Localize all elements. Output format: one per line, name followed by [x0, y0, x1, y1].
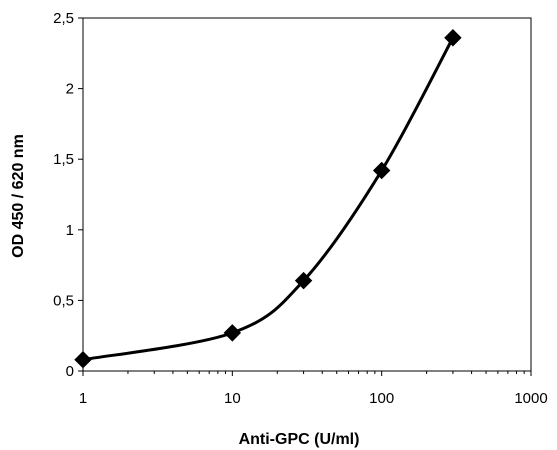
series-layer	[74, 29, 462, 369]
y-tick-label: 2,5	[53, 10, 74, 27]
x-tick-label: 10	[224, 390, 241, 407]
data-point	[444, 29, 462, 47]
plot-frame	[82, 17, 532, 372]
y-axis-title: OD 450 / 620 nm	[10, 134, 27, 258]
data-point	[372, 161, 391, 180]
plot-area	[82, 17, 532, 372]
x-axis: 1 10 100 1000	[79, 371, 548, 407]
x-axis-title: Anti-GPC (U/ml)	[239, 431, 360, 448]
y-tick-label: 2	[66, 81, 74, 98]
y-axis: 0 0,5 1 1,5 2 2,5	[53, 10, 83, 380]
x-tick-label: 100	[369, 390, 394, 407]
x-tick-label: 1	[79, 390, 87, 407]
y-tick-label: 1	[66, 222, 74, 239]
data-point	[74, 350, 92, 369]
y-tick-label: 1,5	[53, 151, 74, 168]
x-tick-label: 1000	[514, 390, 547, 407]
y-tick-label: 0,5	[53, 292, 74, 309]
y-tick-label: 0	[66, 363, 74, 380]
data-point	[294, 271, 313, 290]
series-line	[81, 36, 455, 362]
data-point	[223, 324, 242, 342]
